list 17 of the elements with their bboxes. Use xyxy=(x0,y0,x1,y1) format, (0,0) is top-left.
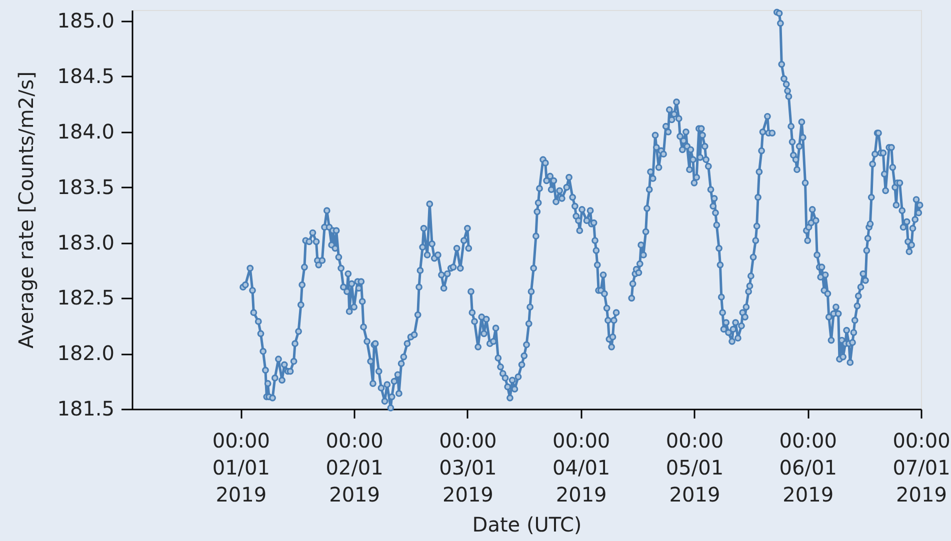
x-tick-label: 00:00 02/01 2019 xyxy=(326,428,384,506)
y-tick-label: 184.0 xyxy=(57,119,114,144)
y-tick-label: 184.5 xyxy=(57,64,114,88)
y-tick-label: 185.0 xyxy=(57,8,114,33)
y-tick-label: 183.0 xyxy=(57,230,114,254)
x-tick-label: 00:00 07/01 2019 xyxy=(892,428,950,506)
x-tick-label: 00:00 04/01 2019 xyxy=(552,428,610,506)
y-axis-title: Average rate [Counts/m2/s] xyxy=(14,72,38,348)
x-axis-title: Date (UTC) xyxy=(472,512,582,536)
x-tick-label: 00:00 03/01 2019 xyxy=(439,428,497,506)
y-tick-label: 182.0 xyxy=(57,341,114,366)
x-tick-label: 00:00 01/01 2019 xyxy=(212,428,270,506)
x-tick-label: 00:00 05/01 2019 xyxy=(666,428,724,506)
y-tick-label: 183.5 xyxy=(57,174,114,199)
x-tick-label: 00:00 06/01 2019 xyxy=(779,428,837,506)
y-tick-label: 181.5 xyxy=(57,396,114,420)
y-tick-label: 182.5 xyxy=(57,286,114,310)
